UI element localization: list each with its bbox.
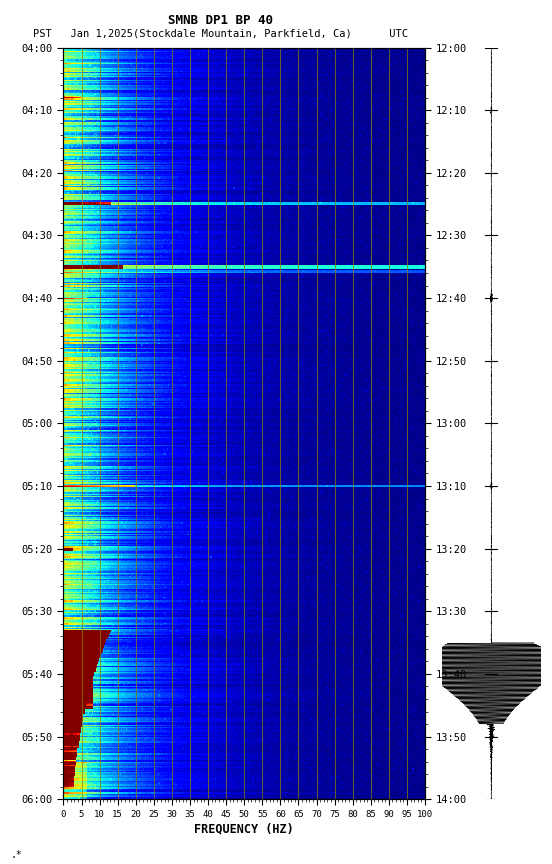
Text: .*: .* xyxy=(11,849,23,860)
Text: PST   Jan 1,2025(Stockdale Mountain, Parkfield, Ca)      UTC: PST Jan 1,2025(Stockdale Mountain, Parkf… xyxy=(33,29,408,39)
X-axis label: FREQUENCY (HZ): FREQUENCY (HZ) xyxy=(194,823,294,835)
Text: SMNB DP1 BP 40: SMNB DP1 BP 40 xyxy=(168,14,273,27)
